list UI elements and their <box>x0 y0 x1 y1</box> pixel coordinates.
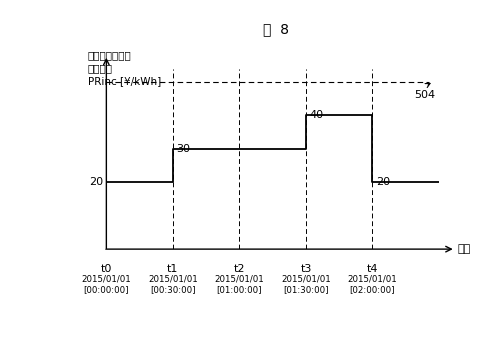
Title: 図  8: 図 8 <box>263 22 289 36</box>
Text: 2015/01/01
[00:30:00]: 2015/01/01 [00:30:00] <box>148 274 198 294</box>
Text: t0: t0 <box>101 264 112 274</box>
Text: 20: 20 <box>89 177 103 187</box>
Text: t3: t3 <box>300 264 312 274</box>
Text: 2015/01/01
[01:00:00]: 2015/01/01 [01:00:00] <box>215 274 264 294</box>
Text: 2015/01/01
[01:30:00]: 2015/01/01 [01:30:00] <box>281 274 331 294</box>
Text: 20: 20 <box>376 177 390 187</box>
Text: 30: 30 <box>176 144 190 154</box>
Text: インセンティブ
価値単価
PRinc [¥/kWh]: インセンティブ 価値単価 PRinc [¥/kWh] <box>88 50 161 86</box>
Text: t4: t4 <box>367 264 378 274</box>
Text: 2015/01/01
[00:00:00]: 2015/01/01 [00:00:00] <box>82 274 131 294</box>
Text: 504: 504 <box>414 83 435 100</box>
Text: t1: t1 <box>167 264 179 274</box>
Text: t2: t2 <box>234 264 245 274</box>
Text: 時間: 時間 <box>457 244 471 254</box>
Text: 40: 40 <box>309 110 324 120</box>
Text: 2015/01/01
[02:00:00]: 2015/01/01 [02:00:00] <box>348 274 397 294</box>
